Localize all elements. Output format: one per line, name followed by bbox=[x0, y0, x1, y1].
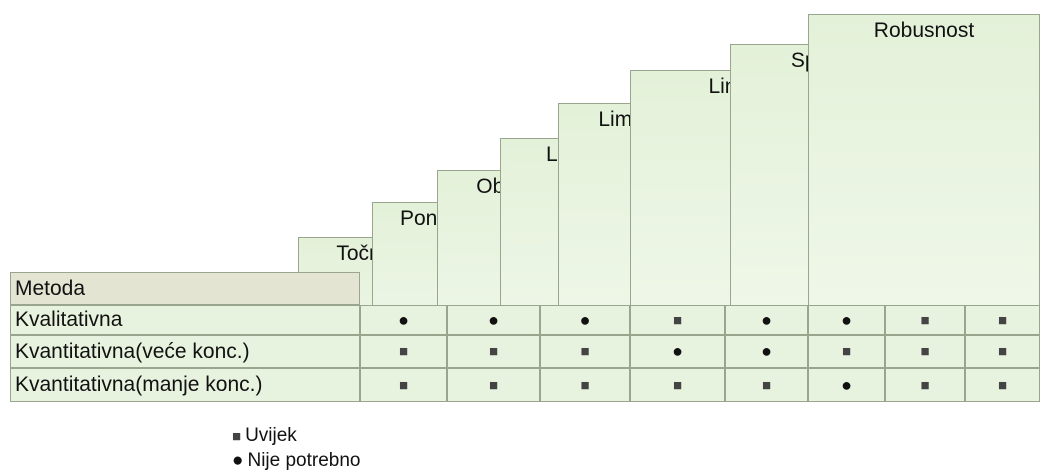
legend-symbol: ■ bbox=[232, 428, 242, 445]
cell: ■ bbox=[447, 335, 540, 368]
legend-label: Nije potrebno bbox=[247, 450, 361, 471]
row-label: Kvantitativna(veće konc.) bbox=[10, 335, 360, 368]
cell: ■ bbox=[360, 335, 447, 368]
cell: ● bbox=[630, 335, 725, 368]
legend-symbol: ● bbox=[232, 450, 244, 471]
cell: ● bbox=[360, 305, 447, 335]
cell: ■ bbox=[885, 335, 965, 368]
cell: ■ bbox=[447, 368, 540, 402]
cell: ● bbox=[808, 368, 885, 402]
cell: ● bbox=[540, 305, 630, 335]
cell: ● bbox=[447, 305, 540, 335]
cell: ■ bbox=[885, 368, 965, 402]
legend-label: Uvijek bbox=[245, 425, 297, 446]
cell: ■ bbox=[808, 335, 885, 368]
cell: ● bbox=[725, 305, 808, 335]
cell: ■ bbox=[965, 368, 1040, 402]
cell: ● bbox=[808, 305, 885, 335]
cell: ■ bbox=[540, 335, 630, 368]
cell: ■ bbox=[965, 305, 1040, 335]
cell: ■ bbox=[885, 305, 965, 335]
cell: ■ bbox=[360, 368, 447, 402]
column-title: Robusnost bbox=[873, 19, 975, 42]
legend-item: ■ Uvijek bbox=[232, 425, 297, 447]
row-label: Kvantitativna(manje konc.) bbox=[10, 368, 360, 402]
legend-item: ● Nije potrebno bbox=[232, 450, 361, 472]
cell: ■ bbox=[630, 368, 725, 402]
corner-header: Metoda bbox=[10, 272, 360, 305]
cell: ■ bbox=[630, 305, 725, 335]
cell: ● bbox=[725, 335, 808, 368]
row-label: Kvalitativna bbox=[10, 305, 360, 335]
cell: ■ bbox=[540, 368, 630, 402]
cell: ■ bbox=[725, 368, 808, 402]
cell: ■ bbox=[965, 335, 1040, 368]
